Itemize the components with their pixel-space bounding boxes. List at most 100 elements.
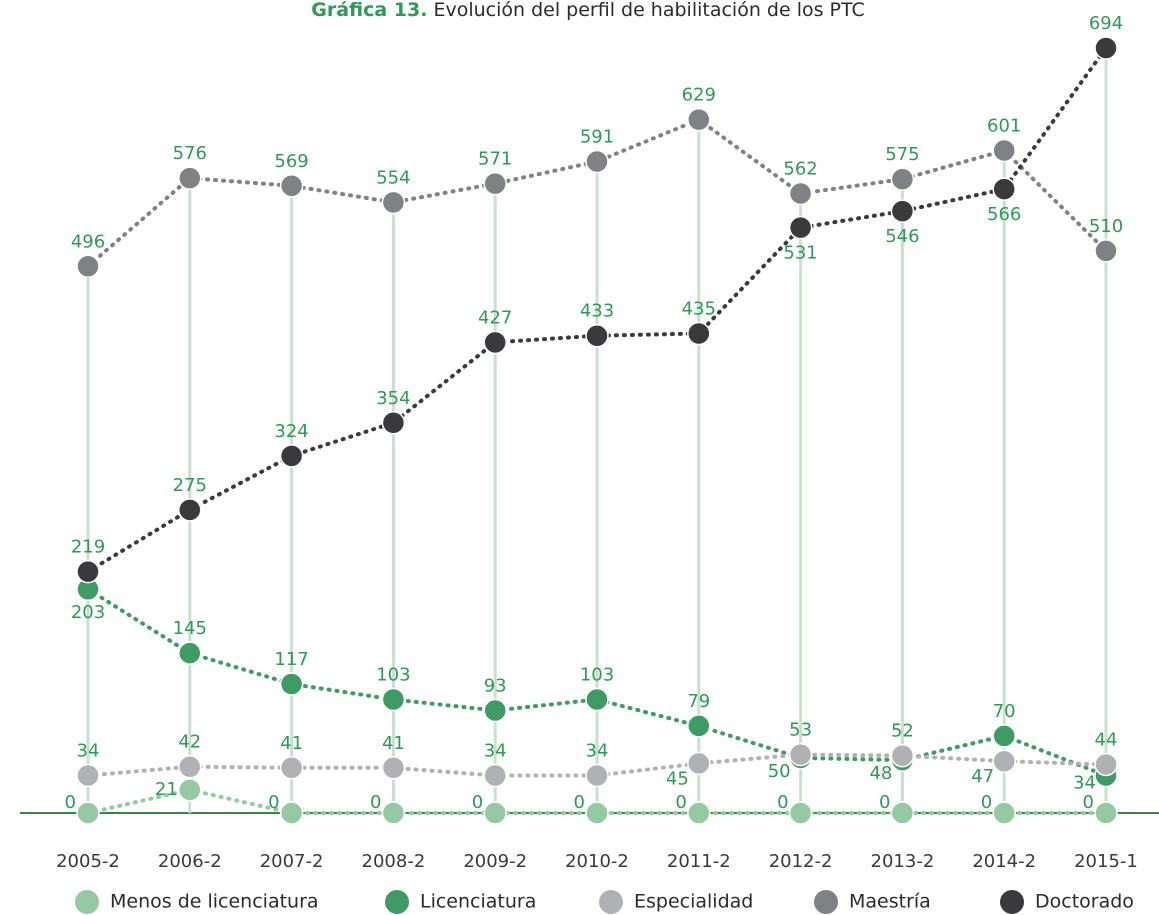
data-point — [1094, 752, 1118, 777]
data-label: 203 — [71, 602, 105, 623]
data-point — [76, 559, 100, 584]
data-label: 571 — [478, 149, 512, 170]
data-label: 496 — [71, 231, 105, 252]
data-label: 41 — [280, 733, 303, 754]
data-label: 546 — [885, 226, 919, 247]
data-point — [279, 756, 304, 780]
legend-swatch — [75, 890, 99, 914]
legend-swatch — [385, 890, 409, 914]
x-tick-label: 2009-2 — [463, 851, 527, 872]
data-point — [381, 801, 406, 825]
data-label: 34 — [484, 741, 507, 762]
data-point — [788, 801, 813, 825]
x-tick-label: 2013-2 — [871, 851, 935, 872]
x-tick-label: 2014-2 — [972, 851, 1036, 872]
data-point — [585, 323, 609, 348]
data-point — [76, 254, 100, 279]
data-point — [585, 687, 609, 712]
data-point — [788, 181, 813, 206]
data-point — [992, 138, 1016, 163]
x-tick-label: 2008-2 — [362, 851, 426, 872]
title-label: Gráfica 13. — [311, 0, 427, 21]
series-line — [86, 752, 1108, 778]
data-label: 53 — [789, 720, 812, 741]
data-label: 103 — [376, 664, 410, 685]
data-point — [687, 107, 711, 132]
data-label: 79 — [687, 691, 710, 712]
data-label: 435 — [682, 298, 716, 319]
data-point — [381, 411, 406, 435]
data-label: 34 — [586, 741, 609, 762]
data-point — [279, 672, 304, 696]
data-label: 219 — [71, 537, 105, 558]
data-label: 0 — [1083, 792, 1094, 813]
data-label: 0 — [879, 792, 890, 813]
data-point — [483, 698, 507, 723]
data-label: 0 — [981, 792, 992, 813]
data-label: 50 — [768, 761, 791, 782]
data-point — [76, 763, 100, 788]
data-label: 0 — [675, 792, 686, 813]
x-tick-label: 2012-2 — [769, 851, 833, 872]
data-label: 575 — [885, 144, 919, 165]
data-point — [381, 190, 406, 215]
data-label: 569 — [274, 151, 308, 172]
data-label: 275 — [173, 475, 207, 496]
chart-title: Gráfica 13. Evolución del perfil de habil… — [311, 0, 865, 21]
data-point — [178, 166, 202, 190]
data-point — [890, 167, 915, 191]
data-label: 324 — [274, 421, 308, 442]
data-label: 427 — [478, 307, 512, 328]
data-point — [279, 174, 304, 198]
data-point — [687, 321, 711, 346]
data-point — [585, 763, 609, 788]
data-point — [687, 751, 711, 776]
data-point — [178, 641, 202, 665]
data-label: 531 — [783, 243, 817, 264]
x-tick-label: 2011-2 — [667, 851, 731, 872]
legend-swatch — [814, 890, 838, 914]
data-label: 433 — [580, 301, 614, 322]
data-point — [687, 801, 711, 825]
data-label: 576 — [173, 143, 207, 164]
data-point — [992, 177, 1016, 201]
data-point — [992, 724, 1016, 748]
data-point — [483, 330, 507, 355]
data-point — [483, 801, 507, 825]
data-point — [1094, 801, 1118, 825]
data-point — [585, 149, 609, 174]
series-line — [86, 46, 1108, 574]
data-point — [76, 801, 100, 825]
data-label: 34 — [1073, 773, 1096, 794]
data-point — [890, 199, 915, 223]
data-point — [788, 215, 813, 240]
x-tick-label: 2005-2 — [56, 851, 120, 872]
x-tick-label: 2006-2 — [158, 851, 222, 872]
data-point — [178, 498, 202, 522]
data-label: 354 — [376, 388, 410, 409]
data-point — [279, 444, 304, 468]
data-point — [890, 743, 915, 768]
data-point — [788, 742, 813, 767]
data-label: 52 — [891, 721, 914, 742]
data-label: 42 — [178, 732, 201, 753]
data-point — [1094, 36, 1118, 60]
title-text: Evolución del perfil de habilitación de … — [433, 0, 864, 21]
data-label: 41 — [382, 733, 405, 754]
data-point — [381, 756, 406, 780]
x-tick-label: 2007-2 — [260, 851, 324, 872]
data-label: 21 — [155, 779, 178, 800]
legend-label: Licenciatura — [420, 891, 536, 913]
legend-label: Especialidad — [634, 891, 753, 913]
data-label: 510 — [1089, 216, 1123, 237]
data-label: 0 — [574, 792, 585, 813]
data-label: 566 — [987, 204, 1021, 225]
data-label: 694 — [1089, 13, 1123, 34]
data-point — [483, 763, 507, 788]
x-tick-label: 2015-1 — [1074, 851, 1138, 872]
data-label: 145 — [173, 618, 207, 639]
data-point — [890, 801, 915, 825]
legend-label: Maestría — [849, 891, 931, 913]
legend-swatch — [599, 890, 623, 914]
